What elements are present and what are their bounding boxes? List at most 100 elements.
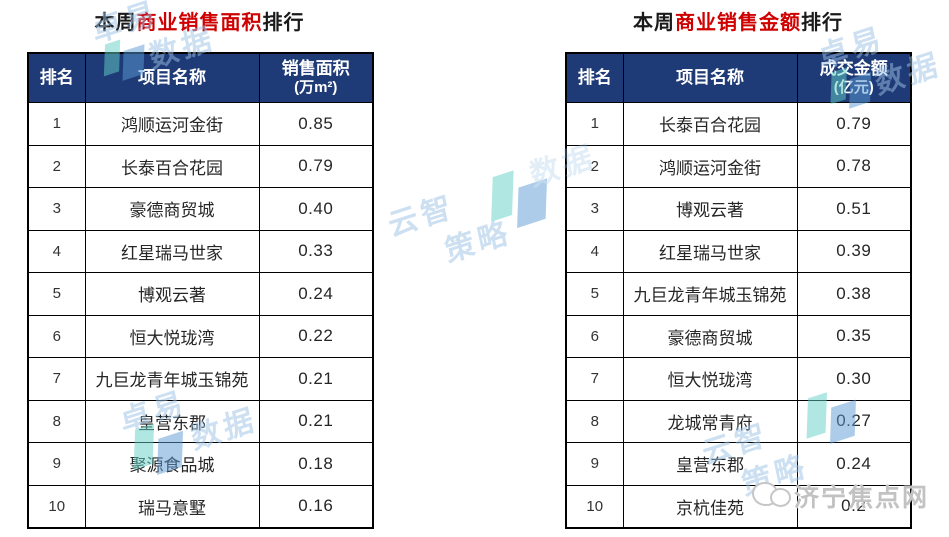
title-suffix: 排行 [801, 12, 843, 34]
project-name-header: 项目名称 [84, 52, 260, 103]
project-name-cell: 恒大悦珑湾 [84, 314, 260, 358]
project-name-cell: 长泰百合花园 [84, 144, 260, 188]
value-header-line2: (亿元) [833, 79, 874, 97]
project-name-cell: 恒大悦珑湾 [622, 357, 798, 401]
title-suffix: 排行 [262, 12, 305, 34]
value-cell: 0.27 [796, 399, 912, 443]
rank-cell: 3 [565, 187, 624, 231]
project-name-cell: 红星瑞马世家 [622, 229, 798, 273]
value-cell: 0.78 [796, 144, 912, 188]
project-name-cell: 博观云著 [84, 272, 260, 316]
sales-area-title: 本周商业销售面积排行 [27, 6, 372, 35]
sales-area-panel: 本周商业销售面积排行 排名 项目名称 销售面积 (万m²) 1 鸿顺运河金街 0.8… [27, 0, 374, 537]
rank-cell: 4 [565, 229, 624, 273]
title-highlight: 商业销售金额 [675, 12, 801, 34]
table-row: 5 九巨龙青年城玉锦苑 0.38 [565, 272, 912, 316]
rank-cell: 6 [565, 314, 624, 358]
project-name-cell: 聚源食品城 [84, 442, 260, 486]
project-name-cell: 长泰百合花园 [622, 102, 798, 146]
sales-amount-table: 排名 项目名称 成交金额 (亿元) 1 长泰百合花园 0.79 2 鸿顺运河金街 0.7… [565, 52, 912, 529]
project-name-cell: 京杭佳苑 [622, 484, 798, 529]
table-row: 8 皇营东郡 0.21 [27, 399, 374, 443]
value-cell: 0.2 [796, 484, 912, 529]
value-cell: 0.40 [258, 187, 374, 231]
value-header-line2: (万m²) [294, 79, 338, 97]
value-cell: 0.24 [796, 442, 912, 486]
project-name-header: 项目名称 [622, 52, 798, 103]
project-name-cell: 瑞马意墅 [84, 484, 260, 529]
table-row: 6 豪德商贸城 0.35 [565, 314, 912, 358]
rank-cell: 8 [27, 399, 86, 443]
project-name-cell: 皇营东郡 [622, 442, 798, 486]
rank-cell: 8 [565, 399, 624, 443]
rank-cell: 2 [27, 144, 86, 188]
sales-area-table: 排名 项目名称 销售面积 (万m²) 1 鸿顺运河金街 0.85 2 长泰百合花园 0.… [27, 52, 374, 529]
table-row: 7 恒大悦珑湾 0.30 [565, 357, 912, 401]
value-header: 成交金额 (亿元) [796, 52, 912, 103]
table-row: 3 豪德商贸城 0.40 [27, 187, 374, 231]
table-row: 7 九巨龙青年城玉锦苑 0.21 [27, 357, 374, 401]
project-name-cell: 皇营东郡 [84, 399, 260, 443]
table-row: 1 长泰百合花园 0.79 [565, 102, 912, 146]
value-cell: 0.51 [796, 187, 912, 231]
title-prefix: 本周 [94, 12, 137, 34]
table-row: 4 红星瑞马世家 0.39 [565, 229, 912, 273]
sales-amount-panel: 本周商业销售金额排行 排名 项目名称 成交金额 (亿元) 1 长泰百合花园 0.79… [565, 0, 912, 537]
table-row: 1 鸿顺运河金街 0.85 [27, 102, 374, 146]
value-cell: 0.38 [796, 272, 912, 316]
rank-cell: 4 [27, 229, 86, 273]
value-cell: 0.85 [258, 102, 374, 146]
header-row: 排名 项目名称 成交金额 (亿元) [565, 52, 912, 103]
title-highlight: 商业销售面积 [136, 12, 263, 34]
project-name-cell: 豪德商贸城 [84, 187, 260, 231]
rank-cell: 10 [565, 484, 624, 529]
value-header-line1: 成交金额 [819, 59, 888, 78]
rank-cell: 7 [565, 357, 624, 401]
watermark-text: 策略 [442, 215, 514, 270]
value-cell: 0.16 [258, 484, 374, 529]
value-cell: 0.18 [258, 442, 374, 486]
project-name-cell: 红星瑞马世家 [84, 229, 260, 273]
rank-cell: 6 [27, 314, 86, 358]
value-cell: 0.21 [258, 357, 374, 401]
value-header-line1: 销售面积 [281, 59, 350, 78]
table-row: 3 博观云著 0.51 [565, 187, 912, 231]
table-row: 9 皇营东郡 0.24 [565, 442, 912, 486]
value-cell: 0.35 [796, 314, 912, 358]
value-cell: 0.21 [258, 399, 374, 443]
project-name-cell: 博观云著 [622, 187, 798, 231]
rank-cell: 7 [27, 357, 86, 401]
table-row: 6 恒大悦珑湾 0.22 [27, 314, 374, 358]
table-row: 2 鸿顺运河金街 0.78 [565, 144, 912, 188]
rank-cell: 10 [27, 484, 86, 529]
project-name-cell: 龙城常青府 [622, 399, 798, 443]
table-row: 9 聚源食品城 0.18 [27, 442, 374, 486]
rank-cell: 9 [565, 442, 624, 486]
zhuoyi-logo-icon [479, 158, 567, 246]
table-row: 4 红星瑞马世家 0.33 [27, 229, 374, 273]
watermark-text: 云智 [385, 189, 458, 244]
rank-cell: 2 [565, 144, 624, 188]
rank-cell: 9 [27, 442, 86, 486]
rank-cell: 1 [565, 102, 624, 146]
table-row: 5 博观云著 0.24 [27, 272, 374, 316]
header-row: 排名 项目名称 销售面积 (万m²) [27, 52, 374, 103]
rank-cell: 1 [27, 102, 86, 146]
project-name-cell: 九巨龙青年城玉锦苑 [622, 272, 798, 316]
project-name-cell: 鸿顺运河金街 [622, 144, 798, 188]
project-name-cell: 豪德商贸城 [622, 314, 798, 358]
table-row: 10 瑞马意墅 0.16 [27, 484, 374, 529]
value-header: 销售面积 (万m²) [258, 52, 374, 103]
value-cell: 0.79 [796, 102, 912, 146]
rank-cell: 5 [27, 272, 86, 316]
value-cell: 0.24 [258, 272, 374, 316]
rank-cell: 3 [27, 187, 86, 231]
project-name-cell: 九巨龙青年城玉锦苑 [84, 357, 260, 401]
table-row: 10 京杭佳苑 0.2 [565, 484, 912, 529]
rank-header: 排名 [565, 52, 624, 103]
value-cell: 0.79 [258, 144, 374, 188]
value-cell: 0.33 [258, 229, 374, 273]
value-cell: 0.39 [796, 229, 912, 273]
title-prefix: 本周 [633, 12, 675, 34]
